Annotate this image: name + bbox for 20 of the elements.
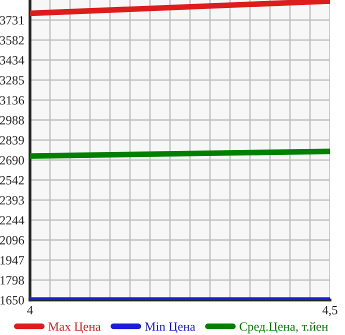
x-tick-label: 4,5 bbox=[322, 306, 338, 316]
y-tick-label: 3582 bbox=[0, 36, 24, 45]
y-tick-label: 2542 bbox=[0, 176, 24, 184]
y-tick-label: 3731 bbox=[0, 16, 24, 25]
y-tick-label: 3285 bbox=[0, 76, 24, 85]
y-tick-label: 2244 bbox=[0, 216, 24, 224]
legend-label: Сред.Цена, т.йен bbox=[240, 322, 328, 334]
y-tick-label: 3434 bbox=[0, 56, 24, 64]
x-tick-label: 4 bbox=[27, 306, 33, 314]
y-tick-label: 2393 bbox=[0, 196, 24, 205]
y-tick-label: 1798 bbox=[0, 276, 24, 285]
y-tick-label: 1947 bbox=[0, 256, 24, 265]
y-tick-label: 1650 bbox=[0, 296, 24, 304]
y-tick-label: 2988 bbox=[0, 116, 24, 124]
legend-label: Max Цена bbox=[48, 322, 101, 334]
y-tick-label: 2690 bbox=[0, 156, 24, 165]
y-tick-label: 3136 bbox=[0, 96, 24, 105]
y-tick-label: 2839 bbox=[0, 136, 24, 145]
legend-label: Min Цена bbox=[144, 322, 196, 334]
y-tick-label: 2096 bbox=[0, 236, 24, 244]
